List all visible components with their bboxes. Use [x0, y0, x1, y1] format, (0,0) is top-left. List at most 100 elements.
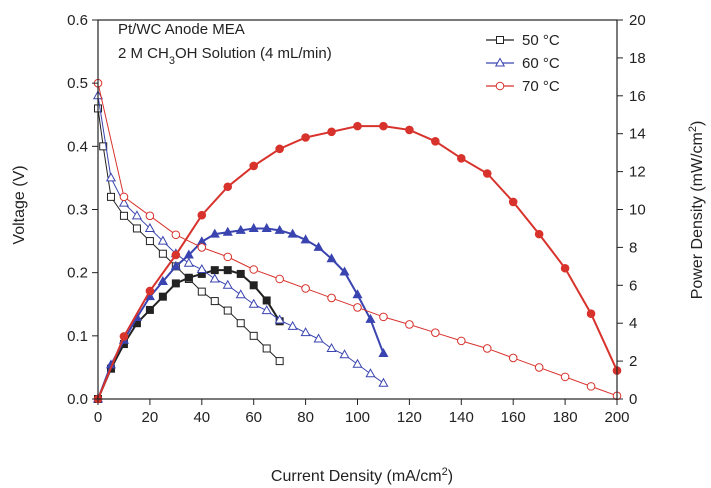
voltage-point-70: [327, 293, 336, 303]
voltage-point-60: [378, 377, 389, 387]
legend-label-60: 60 °C: [522, 55, 560, 72]
power-point-60: [326, 253, 337, 263]
voltage-point-70: [482, 344, 492, 353]
power-point-60: [313, 241, 324, 251]
y-right-tick-label: 10: [629, 202, 646, 219]
legend-marker-70: [495, 81, 505, 91]
voltage-point-50: [262, 344, 271, 353]
power-point-70: [560, 263, 570, 273]
power-point-70: [353, 121, 362, 131]
power-point-50: [184, 273, 193, 282]
y-right-tick-label: 20: [629, 12, 646, 29]
x-tick-label: 120: [397, 409, 422, 426]
voltage-point-60: [118, 197, 130, 207]
voltage-point-70: [145, 211, 155, 221]
voltage-point-70: [379, 312, 388, 322]
voltage-point-50: [275, 357, 284, 366]
x-tick-label: 100: [345, 409, 370, 426]
power-point-60: [300, 234, 311, 244]
voltage-point-60: [339, 349, 350, 359]
voltage-point-50: [197, 287, 206, 296]
y-right-tick-label: 0: [629, 391, 637, 408]
power-point-60: [378, 347, 389, 358]
power-point-60: [287, 228, 298, 238]
x-tick-label: 40: [193, 409, 210, 426]
power-point-50: [236, 269, 245, 278]
voltage-point-50: [210, 297, 219, 306]
voltage-point-50: [145, 237, 154, 246]
voltage-point-60: [144, 222, 155, 232]
voltage-point-60: [235, 289, 246, 299]
legend-label-70: 70 °C: [522, 78, 560, 95]
series-voltage-60: [92, 90, 389, 387]
voltage-point-70: [275, 274, 284, 284]
voltage-point-50: [99, 142, 108, 151]
power-point-50: [262, 296, 271, 305]
power-point-70: [197, 210, 207, 220]
power-point-60: [222, 226, 233, 236]
voltage-point-70: [301, 284, 310, 293]
voltage-point-50: [132, 224, 141, 233]
voltage-point-50: [119, 211, 128, 220]
voltage-point-60: [105, 172, 117, 182]
x-tick-label: 80: [297, 409, 314, 426]
power-point-60: [235, 224, 246, 234]
voltage-point-60: [365, 368, 376, 378]
y-left-tick-label: 0.1: [67, 328, 88, 345]
legend-marker-50: [496, 36, 504, 44]
y-left-tick-label: 0.5: [67, 75, 88, 92]
power-point-70: [431, 136, 440, 146]
power-point-50: [158, 292, 167, 301]
voltage-point-50: [106, 192, 115, 201]
power-point-60: [209, 228, 220, 238]
power-point-70: [223, 182, 233, 192]
y-right-tick-label: 6: [629, 277, 637, 294]
voltage-point-70: [197, 243, 207, 252]
voltage-point-70: [405, 320, 414, 329]
power-point-70: [171, 250, 181, 260]
x-tick-label: 0: [94, 409, 102, 426]
power-point-70: [301, 133, 310, 142]
voltage-point-70: [431, 328, 440, 337]
y-left-tick-label: 0.0: [67, 391, 88, 408]
y-left-tick-label: 0.2: [67, 265, 88, 282]
voltage-point-60: [287, 320, 298, 330]
power-point-60: [170, 260, 181, 270]
voltage-point-60: [326, 342, 337, 352]
power-point-70: [586, 309, 596, 319]
voltage-point-60: [274, 314, 285, 324]
y-left-tick-label: 0.6: [67, 12, 88, 29]
y-left-axis-title: Voltage (V): [11, 165, 28, 244]
power-point-70: [534, 229, 544, 239]
y-right-tick-label: 16: [629, 88, 646, 105]
x-tick-label: 180: [553, 409, 578, 426]
voltage-point-70: [508, 353, 518, 363]
y-right-tick-label: 14: [629, 126, 646, 143]
voltage-point-70: [534, 363, 544, 372]
power-point-60: [365, 313, 376, 323]
voltage-line-50: [97, 108, 280, 362]
voltage-point-60: [313, 333, 324, 343]
voltage-point-70: [586, 382, 596, 391]
y-right-axis-title: Power Density (mW/cm2): [687, 121, 706, 300]
voltage-point-60: [131, 210, 142, 220]
voltage-point-60: [261, 305, 272, 315]
x-tick-label: 140: [449, 409, 474, 426]
legend-marker-60: [494, 57, 506, 67]
y-left-tick-label: 0.3: [67, 202, 88, 219]
power-point-50: [210, 266, 219, 275]
legend: 50 °C 60 °C 70 °C: [486, 32, 560, 95]
voltage-point-60: [196, 263, 207, 274]
power-point-50: [223, 266, 232, 275]
power-point-60: [248, 222, 259, 232]
legend-label-50: 50 °C: [522, 32, 560, 49]
power-point-60: [157, 275, 168, 286]
y-right-tick-label: 4: [629, 315, 637, 332]
y-right-tick-label: 2: [629, 353, 637, 370]
voltage-point-70: [457, 336, 466, 346]
power-point-50: [249, 281, 258, 290]
annotation-line-1: Pt/WC Anode MEA: [118, 21, 245, 38]
series-power-70: [93, 121, 622, 404]
voltage-point-60: [352, 358, 363, 368]
power-point-70: [457, 154, 466, 163]
